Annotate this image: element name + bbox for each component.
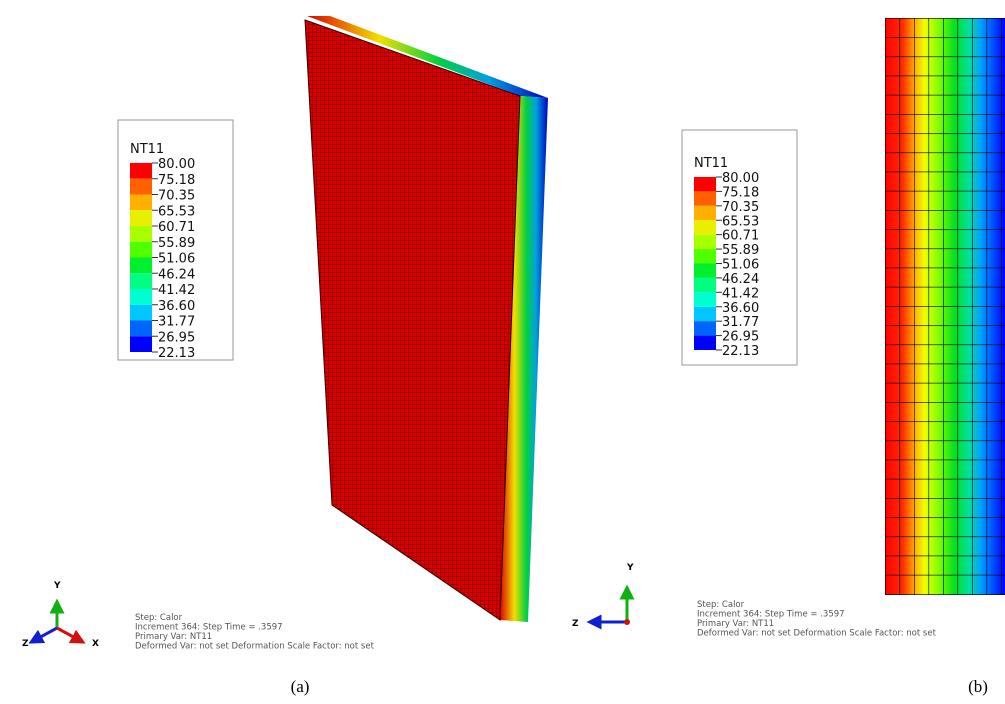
legend-swatch — [694, 206, 716, 220]
legend-swatch — [694, 336, 716, 350]
info-line: Deformed Var: not set Deformation Scale … — [135, 642, 375, 652]
legend-label: 80.00 — [158, 157, 195, 172]
legend-label: 51.06 — [722, 258, 759, 273]
legend-swatch — [130, 289, 152, 305]
legend-swatch — [130, 305, 152, 321]
axis-label: X — [92, 639, 99, 649]
legend-label: 75.18 — [158, 173, 195, 188]
axis-label: Z — [572, 619, 579, 629]
info-line: Step: Calor — [697, 600, 745, 610]
caption: (b) — [968, 677, 988, 696]
info-line: Increment 364: Step Time = .3597 — [697, 610, 845, 620]
legend-title: NT11 — [130, 142, 164, 157]
legend-label: 26.95 — [158, 330, 195, 345]
legend-label: 65.53 — [158, 204, 195, 219]
legend-swatch — [130, 321, 152, 337]
info-line: Primary Var: NT11 — [697, 619, 774, 629]
legend-label: 70.35 — [722, 200, 759, 215]
axis-label: Z — [22, 639, 29, 649]
legend-label: 60.71 — [722, 229, 759, 244]
caption: (a) — [291, 677, 310, 696]
legend-swatch — [694, 235, 716, 249]
triad-b — [594, 592, 630, 625]
legend-swatch — [130, 195, 152, 211]
legend-label: 65.53 — [722, 214, 759, 229]
info-line: Primary Var: NT11 — [135, 632, 212, 642]
legend-swatch — [694, 292, 716, 306]
legend-swatch — [130, 163, 152, 179]
legend-swatch — [694, 278, 716, 292]
legend-label: 46.24 — [722, 272, 759, 287]
legend-label: 31.77 — [158, 315, 195, 330]
mesh-grid — [885, 18, 1005, 595]
legend-swatch — [130, 242, 152, 258]
legend-label: 75.18 — [722, 185, 759, 200]
legend-swatch — [694, 307, 716, 321]
legend-label: 22.13 — [722, 344, 759, 359]
figure: NT1180.0075.1870.3565.5360.7155.8951.064… — [0, 0, 1005, 704]
slab-front — [305, 20, 520, 620]
legend-label: 55.89 — [158, 236, 195, 251]
info-line: Increment 364: Step Time = .3597 — [135, 623, 283, 633]
legend-swatch — [130, 179, 152, 195]
legend-label: 60.71 — [158, 220, 195, 235]
legend-swatch — [130, 258, 152, 274]
legend-label: 36.60 — [158, 299, 195, 314]
info-line: Step: Calor — [135, 613, 183, 623]
legend-swatch — [694, 321, 716, 335]
legend-label: 51.06 — [158, 252, 195, 267]
legend-label: 41.42 — [158, 283, 195, 298]
info-line: Deformed Var: not set Deformation Scale … — [697, 629, 937, 639]
triad-a — [35, 606, 79, 640]
legend-swatch — [130, 336, 152, 352]
legend-label: 26.95 — [722, 330, 759, 345]
legend-label: 46.24 — [158, 267, 195, 282]
legend-label: 31.77 — [722, 315, 759, 330]
legend-swatch — [130, 226, 152, 242]
legend-label: 36.60 — [722, 301, 759, 316]
legend-swatch — [130, 210, 152, 226]
legend-swatch — [694, 249, 716, 263]
legend-label: 70.35 — [158, 189, 195, 204]
legend-swatch — [694, 264, 716, 278]
legend-swatch — [694, 177, 716, 191]
legend-swatch — [130, 273, 152, 289]
legend-label: 55.89 — [722, 243, 759, 258]
legend-label: 22.13 — [158, 346, 195, 361]
legend-title: NT11 — [694, 156, 728, 171]
axis-label: Y — [626, 563, 634, 573]
legend-label: 41.42 — [722, 286, 759, 301]
legend-label: 80.00 — [722, 171, 759, 186]
legend-swatch — [694, 220, 716, 234]
axis-label: Y — [53, 581, 61, 591]
legend-swatch — [694, 191, 716, 205]
